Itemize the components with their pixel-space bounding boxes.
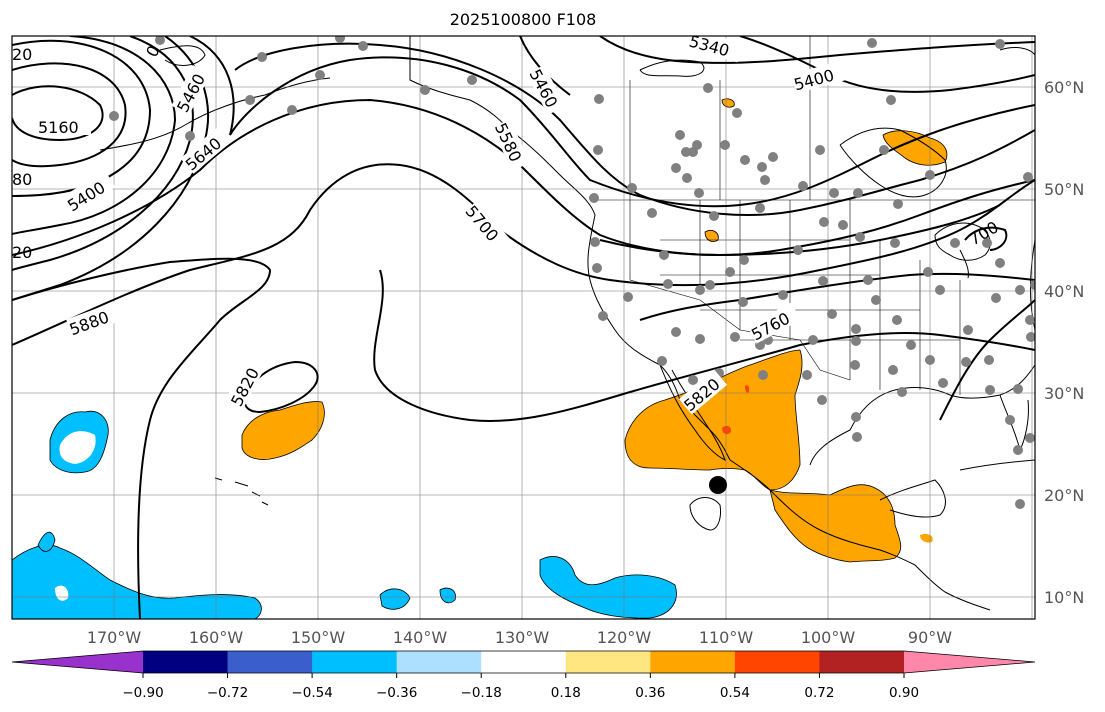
lon-label: 150°W	[291, 628, 346, 647]
colorbar-bin	[565, 651, 651, 673]
negative-anomaly-patch	[379, 588, 411, 610]
strong-anomaly-patch	[722, 425, 732, 435]
latitude-labels: 60°N 50°N 40°N 30°N 20°N 10°N	[1044, 78, 1084, 607]
colorbar-tick-label: 0.18	[551, 685, 581, 701]
lat-label: 20°N	[1044, 486, 1084, 505]
negative-anomaly-patch	[439, 587, 456, 604]
colorbar-bin	[650, 651, 736, 673]
lat-label: 60°N	[1044, 78, 1084, 97]
colorbar-bin	[481, 651, 567, 673]
colorbar-tick-label: −0.36	[376, 685, 417, 701]
strong-anomaly-patch	[745, 385, 750, 393]
colorbar: −0.90 −0.72 −0.54 −0.36 −0.18 0.18 0.36 0.54 0.7…	[11, 650, 1036, 701]
colorbar-tick-label: −0.90	[122, 685, 163, 701]
colorbar-tick-label: 0.54	[720, 685, 750, 701]
lon-label: 110°W	[699, 628, 754, 647]
longitude-labels: 170°W 160°W 150°W 140°W 130°W 120°W 110°…	[87, 628, 952, 647]
lon-label: 90°W	[908, 628, 952, 647]
lat-label: 40°N	[1044, 282, 1084, 301]
lon-label: 170°W	[87, 628, 142, 647]
contour-label: 80	[12, 170, 32, 189]
positive-anomaly-patch	[769, 484, 902, 563]
positive-anomaly-patch	[882, 130, 948, 166]
colorbar-bin	[143, 651, 229, 673]
lat-label: 50°N	[1044, 180, 1084, 199]
contour-label: 5160	[38, 118, 79, 137]
figure-title: 2025100800 F108	[449, 10, 597, 29]
colorbar-bin	[396, 651, 482, 673]
positive-anomaly-patch	[721, 98, 735, 108]
lon-label: 120°W	[597, 628, 652, 647]
colorbar-bin	[227, 651, 313, 673]
station-markers	[109, 36, 1035, 509]
colorbar-bin	[819, 651, 905, 673]
colorbar-tick-label: 0.36	[635, 685, 665, 701]
target-location-marker	[709, 476, 727, 494]
lat-label: 30°N	[1044, 384, 1084, 403]
colorbar-tick-label: −0.72	[207, 685, 248, 701]
political-borders	[595, 36, 1035, 395]
colorbar-bin	[734, 651, 820, 673]
lon-label: 140°W	[393, 628, 448, 647]
colorbar-tick-label: 0.72	[804, 685, 834, 701]
contour-label: 20	[12, 45, 32, 64]
map-frame	[11, 35, 1036, 620]
colorbar-extend-high	[904, 651, 1035, 673]
negative-anomaly-patch	[37, 531, 56, 552]
lon-label: 130°W	[495, 628, 550, 647]
positive-anomaly-patch	[241, 401, 325, 460]
colorbar-bin	[312, 651, 398, 673]
colorbar-extend-low	[12, 651, 143, 673]
contour-label: 20	[12, 243, 32, 262]
colorbar-tick-label: 0.90	[889, 685, 919, 701]
positive-anomaly-patch	[920, 533, 933, 543]
negative-anomaly-patch	[539, 556, 677, 619]
lat-label: 10°N	[1044, 588, 1084, 607]
colorbar-tick-label: −0.54	[291, 685, 332, 701]
colorbar-tick-label: −0.18	[461, 685, 502, 701]
lon-label: 160°W	[189, 628, 244, 647]
lon-label: 100°W	[801, 628, 856, 647]
anomaly-shading	[12, 98, 948, 619]
